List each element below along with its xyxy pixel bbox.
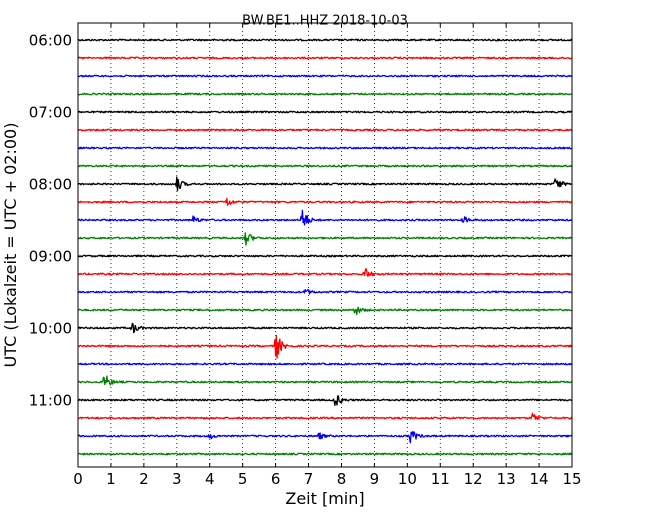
seismic-trace: [77, 288, 573, 295]
seismic-trace: [77, 375, 573, 386]
y-tick-label: 09:00: [29, 248, 72, 266]
y-tick-label: 08:00: [29, 176, 72, 194]
x-tick-label: 3: [172, 470, 182, 488]
seismic-trace: [77, 334, 573, 359]
seismic-trace: [77, 128, 573, 132]
plot-frame: [77, 22, 573, 468]
x-tick-label: 4: [205, 470, 215, 488]
x-tick-label: 2: [139, 470, 149, 488]
x-tick-label: 13: [497, 470, 516, 488]
x-tick-label: 5: [238, 470, 248, 488]
x-axis-label: Zeit [min]: [285, 489, 364, 508]
seismic-trace: [77, 267, 573, 277]
seismic-trace: [77, 56, 573, 60]
x-tick-label: 6: [271, 470, 281, 488]
x-tick-label: 8: [337, 470, 347, 488]
seismic-trace: [77, 431, 573, 444]
seismic-trace: [77, 395, 573, 406]
seismic-trace: [77, 362, 573, 366]
seismic-trace: [77, 232, 573, 246]
x-tick-label: 12: [464, 470, 483, 488]
seismic-trace: [77, 254, 573, 258]
seismic-trace: [77, 164, 573, 168]
x-tick-label: 9: [370, 470, 380, 488]
seismic-trace: [77, 452, 573, 456]
seismic-trace: [77, 176, 573, 192]
tick-layer: 0 1 2 3 4 5 6 7 8 9 10 11 12 13 14 1506:0007:0008:0009:…: [29, 23, 582, 488]
y-axis-label: UTC (Lokalzeit = UTC + 02:00): [1, 123, 20, 368]
seismic-trace: [77, 110, 573, 114]
trace-layer: [77, 38, 573, 456]
y-tick-label: 10:00: [29, 320, 72, 338]
seismic-trace: [77, 38, 573, 42]
y-tick-label: 06:00: [29, 32, 72, 50]
seismic-trace: [77, 412, 573, 420]
x-tick-label: 0: [73, 470, 83, 488]
x-tick-label: 1: [106, 470, 116, 488]
x-tick-label: 7: [304, 470, 314, 488]
seismic-trace: [78, 306, 573, 316]
y-tick-label: 11:00: [29, 392, 72, 410]
seismic-trace: [77, 209, 573, 226]
chart-title: BW.BE1..HHZ 2018-10-03: [242, 14, 408, 29]
seismic-trace: [77, 92, 573, 96]
x-tick-label: 11: [431, 470, 450, 488]
seismic-trace: [77, 322, 573, 334]
seismic-trace: [77, 146, 573, 150]
x-tick-label: 15: [562, 470, 581, 488]
x-tick-label: 10: [398, 470, 417, 488]
seismic-trace: [77, 74, 573, 78]
seismic-trace: [77, 197, 573, 206]
y-tick-label: 07:00: [29, 104, 72, 122]
x-tick-label: 14: [530, 470, 549, 488]
